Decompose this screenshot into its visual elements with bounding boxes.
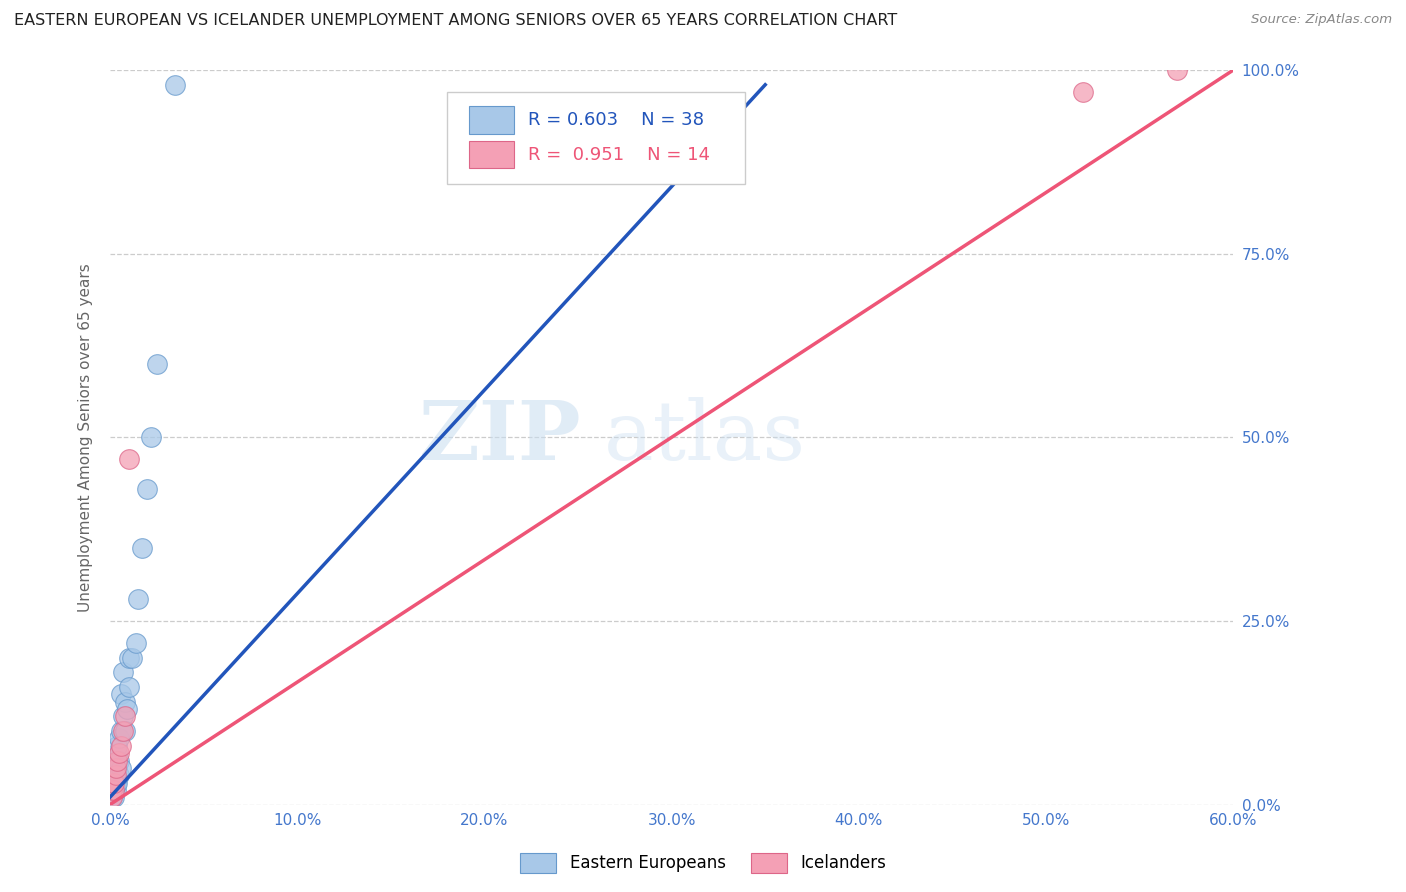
Point	[107, 746, 129, 760]
Point	[1166, 63, 1188, 78]
Point	[103, 783, 125, 797]
FancyBboxPatch shape	[470, 141, 515, 169]
Legend: Eastern Europeans, Icelanders: Eastern Europeans, Icelanders	[513, 847, 893, 880]
Point	[121, 650, 143, 665]
Point	[110, 739, 132, 753]
Point	[112, 665, 135, 680]
Text: EASTERN EUROPEAN VS ICELANDER UNEMPLOYMENT AMONG SENIORS OVER 65 YEARS CORRELATI: EASTERN EUROPEAN VS ICELANDER UNEMPLOYME…	[14, 13, 897, 29]
Point	[108, 754, 131, 768]
Text: ZIP: ZIP	[419, 397, 582, 477]
Y-axis label: Unemployment Among Seniors over 65 years: Unemployment Among Seniors over 65 years	[79, 263, 93, 612]
Point	[104, 761, 127, 775]
Point	[114, 695, 136, 709]
Point	[103, 775, 125, 789]
Point	[101, 790, 124, 805]
Point	[101, 783, 124, 797]
Point	[107, 754, 129, 768]
Point	[104, 775, 127, 789]
Point	[104, 768, 127, 782]
Point	[103, 775, 125, 789]
Point	[103, 783, 125, 797]
Point	[110, 688, 132, 702]
Point	[101, 790, 124, 805]
Point	[104, 761, 127, 775]
Text: R = 0.603    N = 38: R = 0.603 N = 38	[527, 111, 704, 129]
Point	[131, 541, 153, 555]
Text: Source: ZipAtlas.com: Source: ZipAtlas.com	[1251, 13, 1392, 27]
Text: atlas: atlas	[605, 397, 806, 477]
Point	[104, 768, 127, 782]
Point	[127, 591, 149, 606]
Point	[118, 680, 141, 694]
Point	[145, 357, 167, 371]
Point	[104, 783, 127, 797]
Point	[114, 724, 136, 739]
FancyBboxPatch shape	[470, 106, 515, 134]
Point	[104, 754, 127, 768]
Point	[103, 783, 125, 797]
Point	[101, 790, 124, 805]
Point	[118, 452, 141, 467]
Point	[114, 709, 136, 723]
Point	[1073, 85, 1095, 99]
FancyBboxPatch shape	[447, 92, 745, 184]
Point	[115, 702, 138, 716]
Point	[107, 775, 129, 789]
Point	[107, 761, 129, 775]
Point	[108, 768, 131, 782]
Point	[110, 761, 132, 775]
Point	[125, 636, 148, 650]
Text: R =  0.951    N = 14: R = 0.951 N = 14	[527, 145, 710, 163]
Point	[107, 739, 129, 753]
Point	[101, 783, 124, 797]
Point	[108, 731, 131, 746]
Point	[139, 430, 162, 444]
Point	[112, 724, 135, 739]
Point	[103, 790, 125, 805]
Point	[165, 78, 187, 92]
Point	[118, 650, 141, 665]
Point	[101, 790, 124, 805]
Point	[110, 724, 132, 739]
Point	[136, 482, 159, 496]
Point	[108, 746, 131, 760]
Point	[112, 709, 135, 723]
